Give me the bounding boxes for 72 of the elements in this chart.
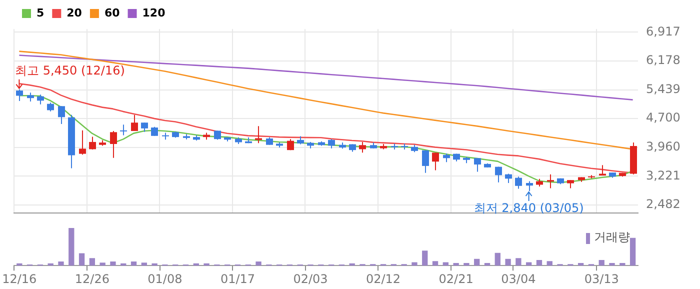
- bar: [110, 262, 116, 266]
- y-tick-label: 6,178: [646, 53, 680, 68]
- bar: [598, 260, 604, 266]
- candlestick: [328, 138, 335, 149]
- x-tick-label: 03/13: [584, 272, 619, 286]
- candlestick: [16, 88, 23, 102]
- candlestick: [515, 176, 522, 190]
- candlestick: [89, 136, 96, 150]
- bar: [412, 262, 418, 266]
- y-tick-label: 4,700: [646, 110, 680, 125]
- candlestick: [255, 126, 262, 144]
- candlestick: [37, 94, 44, 105]
- bar: [546, 261, 552, 266]
- candlestick: [432, 152, 439, 171]
- bar: [494, 252, 500, 266]
- bar: [630, 238, 636, 266]
- y-tick-label: 3,960: [646, 140, 680, 154]
- bar: [609, 263, 615, 266]
- bar: [505, 258, 511, 266]
- bar: [432, 261, 438, 266]
- candlestick: [495, 166, 502, 183]
- bar: [78, 253, 85, 266]
- bar: [204, 263, 210, 266]
- bar: [68, 228, 74, 266]
- candlestick: [58, 106, 65, 125]
- y-tick-label: 6,917: [646, 24, 680, 38]
- bar: [464, 263, 470, 266]
- y-tick-label: 3,221: [646, 168, 680, 182]
- candlestick: [359, 141, 366, 154]
- candlestick: [131, 114, 138, 132]
- bar: [453, 263, 459, 266]
- legend-label: 거래량: [594, 230, 630, 244]
- x-tick-label: 02/12: [366, 272, 401, 286]
- x-tick-label: 01/17: [220, 272, 256, 286]
- bar: [474, 258, 480, 266]
- bar: [516, 258, 522, 266]
- bar: [422, 250, 428, 266]
- candlestick: [547, 174, 554, 189]
- legend-label: 60: [104, 6, 120, 20]
- bar: [141, 262, 147, 266]
- bar: [578, 263, 584, 266]
- x-tick-label: 01/08: [148, 272, 182, 286]
- candlestick: [526, 180, 533, 192]
- annotation: 최저 2,840 (03/05): [474, 201, 584, 216]
- y-tick-label: 2,482: [646, 197, 680, 212]
- candlestick: [599, 164, 606, 176]
- y-tick-label: 5,439: [646, 82, 680, 96]
- bar: [100, 262, 106, 266]
- x-tick-label: 12/16: [2, 272, 37, 286]
- legend-label: 120: [142, 6, 166, 20]
- x-tick-label: 03/04: [501, 272, 536, 286]
- bar: [256, 262, 262, 266]
- candlestick: [422, 150, 429, 174]
- candlestick: [505, 173, 512, 184]
- bar: [130, 262, 137, 266]
- candlestick: [79, 130, 86, 156]
- x-tick-label: 12/26: [74, 272, 110, 286]
- legend-label: 5: [36, 6, 44, 20]
- x-tick-label: 02/21: [438, 272, 474, 286]
- candlestick: [474, 158, 481, 172]
- bar: [620, 263, 626, 266]
- candlestick: [120, 124, 127, 136]
- bar: [152, 263, 158, 266]
- bar: [536, 260, 542, 266]
- annotation: 최고 5,450 (12/16): [15, 63, 125, 78]
- bar: [484, 263, 490, 266]
- bar: [58, 262, 64, 266]
- x-tick-label: 02/03: [293, 272, 328, 286]
- candlestick: [141, 122, 148, 132]
- bar: [89, 258, 96, 266]
- legend-label: 20: [66, 6, 82, 20]
- candlestick: [110, 130, 117, 158]
